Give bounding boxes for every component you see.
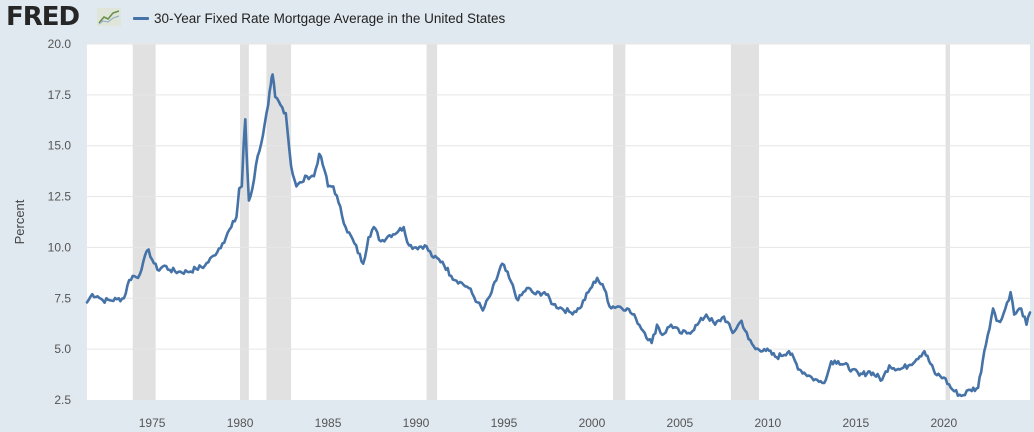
- y-tick-label: 20.0: [48, 37, 72, 51]
- recession-band-6: [945, 44, 950, 400]
- legend: 30-Year Fixed Rate Mortgage Average in t…: [133, 9, 505, 27]
- recession-band-3: [426, 44, 438, 400]
- x-tick-label: 2000: [579, 416, 606, 430]
- fred-logo[interactable]: FRED: [6, 2, 80, 32]
- y-axis-ticks: 2.5 5.0 7.5 10.0 12.5 15.0 17.5 20.0: [48, 37, 72, 407]
- recession-shading: [132, 44, 950, 400]
- x-tick-label: 2005: [667, 416, 694, 430]
- y-tick-label: 5.0: [54, 342, 71, 356]
- y-tick-label: 15.0: [48, 139, 72, 153]
- series-line-mortgage-rate: [85, 73, 1032, 398]
- plot-area: [87, 44, 1030, 400]
- x-tick-label: 1985: [315, 416, 342, 430]
- y-axis-label: Percent: [12, 199, 27, 244]
- x-tick-label: 1995: [491, 416, 518, 430]
- recession-band-1: [240, 44, 249, 400]
- recession-band-4: [613, 44, 626, 400]
- x-tick-label: 2015: [842, 416, 869, 430]
- legend-label: 30-Year Fixed Rate Mortgage Average in t…: [154, 10, 506, 26]
- x-tick-label: 1980: [227, 416, 254, 430]
- x-tick-label: 1975: [139, 416, 166, 430]
- x-tick-label: 2010: [755, 416, 782, 430]
- y-tick-label: 12.5: [48, 190, 72, 204]
- x-tick-label: 1990: [403, 416, 430, 430]
- x-axis-ticks: 1975 1980 1985 1990 1995 2000 2005 2010 2015 2020: [139, 416, 958, 430]
- x-tick-label: 2020: [930, 416, 957, 430]
- legend-swatch: [133, 16, 149, 20]
- y-tick-label: 10.0: [48, 240, 72, 254]
- recession-band-0: [132, 44, 156, 400]
- y-tick-label: 2.5: [54, 393, 71, 407]
- y-tick-label: 7.5: [54, 291, 71, 305]
- y-tick-label: 17.5: [48, 88, 72, 102]
- recession-band-5: [730, 44, 760, 400]
- chart-header: FRED 30-Year Fixed Rate Mortgage Average…: [0, 0, 1034, 36]
- trend-chart-icon: [97, 8, 121, 26]
